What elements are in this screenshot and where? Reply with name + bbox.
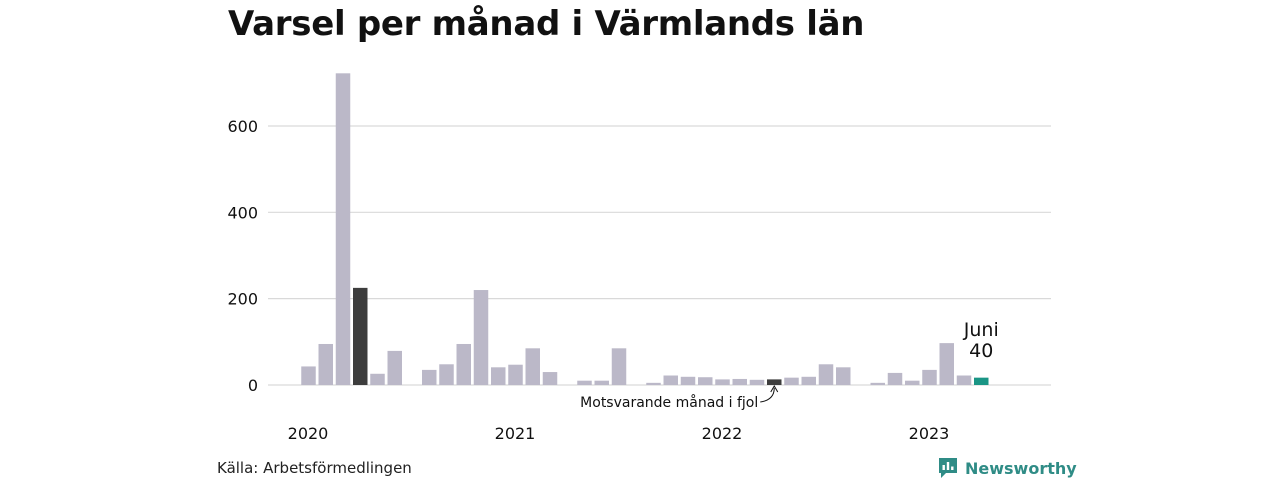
bar xyxy=(594,380,609,385)
y-tick-label: 0 xyxy=(248,376,258,395)
bar xyxy=(542,372,558,385)
bar-same-month-last-year xyxy=(767,379,782,385)
bar xyxy=(801,376,816,385)
bar xyxy=(922,369,937,385)
x-year-label: 2020 xyxy=(288,424,329,443)
source-label: Källa: Arbetsförmedlingen xyxy=(217,459,412,477)
current-value-label: 40 xyxy=(969,340,993,362)
bar xyxy=(508,364,523,385)
bar xyxy=(715,379,730,385)
bar xyxy=(818,364,834,385)
bar xyxy=(318,343,333,385)
bar xyxy=(680,376,696,385)
y-tick-label: 400 xyxy=(227,203,258,222)
x-axis-year-labels: 2020 2021 2022 2023 xyxy=(288,424,950,443)
bar xyxy=(456,343,471,385)
y-axis-tick-labels: 0 200 400 600 xyxy=(227,117,258,395)
bar xyxy=(439,364,454,385)
bar xyxy=(335,73,351,386)
gridlines xyxy=(268,125,1051,386)
bar xyxy=(611,348,627,385)
annotation-arrow xyxy=(760,387,775,403)
bar xyxy=(887,372,903,385)
bar xyxy=(646,382,661,385)
current-month-label: Juni xyxy=(963,319,999,341)
y-tick-label: 600 xyxy=(227,117,258,136)
bar xyxy=(525,348,540,385)
y-tick-label: 200 xyxy=(227,290,258,309)
newsworthy-icon xyxy=(939,458,957,478)
bar xyxy=(491,367,506,385)
bars xyxy=(301,73,989,386)
annotation-arrowhead xyxy=(770,385,779,393)
bar xyxy=(698,377,713,385)
x-year-label: 2021 xyxy=(495,424,536,443)
bar xyxy=(663,375,678,385)
bar xyxy=(732,378,747,385)
bar xyxy=(939,343,954,385)
chart-title: Varsel per månad i Värmlands län xyxy=(228,4,865,44)
bar-current-month xyxy=(974,377,989,385)
x-year-label: 2023 xyxy=(909,424,950,443)
x-year-label: 2022 xyxy=(702,424,743,443)
brand-logo[interactable]: Newsworthy xyxy=(937,456,1077,480)
bar xyxy=(905,380,920,385)
bar xyxy=(370,373,385,385)
bar-same-month-last-year xyxy=(353,287,368,385)
same-month-annotation: Motsvarande månad i fjol xyxy=(580,394,758,411)
bar xyxy=(836,367,851,385)
bar xyxy=(956,375,972,385)
bar xyxy=(387,350,402,385)
bar xyxy=(473,290,489,385)
bar xyxy=(577,380,592,385)
bar xyxy=(870,382,885,385)
bar xyxy=(749,379,765,385)
brand-name: Newsworthy xyxy=(965,458,1077,478)
bar xyxy=(422,369,437,385)
bar xyxy=(301,366,316,385)
bar xyxy=(784,377,799,385)
